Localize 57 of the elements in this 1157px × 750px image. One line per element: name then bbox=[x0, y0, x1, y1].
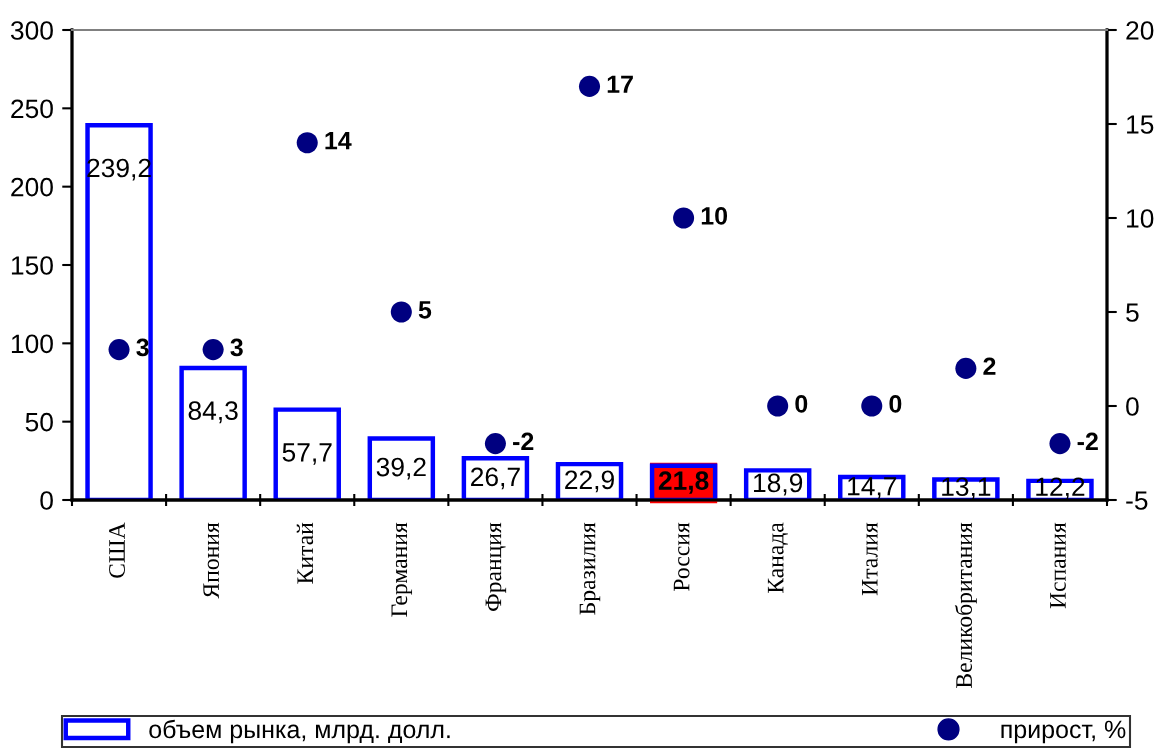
x-tick-label: Франция bbox=[485, 522, 507, 611]
data-label: 57,7 bbox=[282, 443, 332, 465]
y2-tick-label: 20 bbox=[1126, 21, 1154, 40]
point bbox=[296, 132, 318, 154]
y-tick-label: 100 bbox=[11, 334, 53, 354]
y-tick-label: 200 bbox=[11, 177, 53, 197]
x-tick-label: Россия bbox=[673, 522, 690, 591]
data-label: 18,9 bbox=[754, 473, 803, 496]
data-label: 3 bbox=[230, 338, 243, 357]
y2-tick-label: 10 bbox=[1127, 209, 1154, 228]
data-label: 10 bbox=[701, 207, 728, 225]
data-label: 2 bbox=[983, 357, 996, 375]
x-tick-label: Великобритания bbox=[954, 522, 977, 688]
data-label: 14 bbox=[325, 132, 352, 150]
data-label: 14,7 bbox=[848, 477, 897, 499]
x-tick-label: Китай bbox=[296, 522, 314, 584]
point bbox=[955, 357, 977, 379]
data-label: 84,3 bbox=[188, 401, 238, 424]
point bbox=[484, 433, 506, 455]
point bbox=[861, 395, 883, 417]
x-tick-label: Германия bbox=[391, 522, 413, 617]
data-label: 12,2 bbox=[1036, 477, 1085, 500]
y-tick-label: 50 bbox=[25, 412, 53, 432]
x-tick-label: Канада bbox=[767, 522, 788, 594]
legend-label: прирост, % bbox=[1001, 720, 1126, 744]
point bbox=[767, 395, 789, 417]
y2-tick-label: 15 bbox=[1127, 115, 1154, 134]
y2-tick-label: 5 bbox=[1126, 303, 1139, 322]
x-tick-label: Бразилия bbox=[579, 522, 601, 615]
data-label: 0 bbox=[889, 395, 902, 413]
y2-tick-label: 0 bbox=[1126, 397, 1139, 416]
data-label: -2 bbox=[1077, 432, 1098, 451]
x-tick-label: Италия bbox=[861, 522, 878, 596]
data-label: 13,1 bbox=[942, 477, 991, 500]
data-label: 5 bbox=[418, 301, 432, 319]
point bbox=[578, 75, 601, 97]
data-label: 22,9 bbox=[565, 470, 614, 493]
data-label: 26,7 bbox=[471, 467, 520, 490]
x-tick-label: Испания bbox=[1050, 522, 1066, 609]
y-tick-label: 150 bbox=[11, 256, 53, 275]
point bbox=[673, 207, 695, 229]
y-tick-label: 300 bbox=[10, 21, 53, 40]
point bbox=[390, 301, 412, 323]
point bbox=[202, 339, 224, 361]
y-tick-label: 0 bbox=[40, 491, 53, 510]
data-label: 39,2 bbox=[376, 457, 426, 480]
data-label: -2 bbox=[513, 432, 534, 451]
y2-tick-label: -5 bbox=[1126, 491, 1148, 510]
legend-label: объем рынка, млрд. долл. bbox=[149, 719, 450, 744]
point bbox=[1049, 433, 1071, 455]
x-tick-label: США bbox=[109, 522, 125, 578]
x-tick-label: Япония bbox=[203, 522, 220, 599]
data-label: 0 bbox=[795, 395, 808, 413]
data-label: 17 bbox=[607, 75, 633, 93]
annotation: 21,8 bbox=[658, 471, 709, 494]
y-tick-label: 250 bbox=[11, 99, 53, 119]
point bbox=[108, 339, 130, 361]
